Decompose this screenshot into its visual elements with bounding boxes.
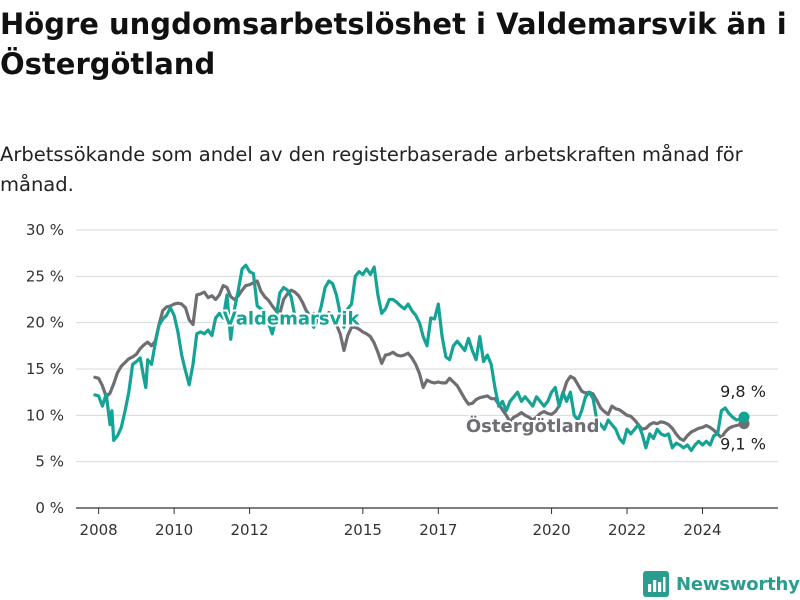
- x-tick-label: 2024: [683, 521, 721, 539]
- x-tick-label: 2012: [231, 521, 269, 539]
- bar-chart-icon: [643, 571, 669, 597]
- x-tick-label: 2015: [344, 521, 382, 539]
- end-value-label: 9,8 %: [720, 382, 766, 401]
- y-tick-label: 5 %: [35, 453, 64, 471]
- y-tick-label: 10 %: [26, 406, 64, 424]
- x-tick-label: 2008: [80, 521, 118, 539]
- series-lines: [93, 263, 750, 453]
- y-tick-label: 25 %: [26, 267, 64, 285]
- y-tick-label: 0 %: [35, 499, 64, 517]
- x-axis: 2008 2010 2012 2015 2017 2020 2022 2024: [80, 508, 722, 539]
- chart-subtitle: Arbetssökande som andel av den registerb…: [0, 143, 743, 196]
- chart-title: Högre ungdomsarbetslöshet i Valdemarsvik…: [0, 7, 787, 81]
- series-end-point: [738, 411, 750, 423]
- series-label-valdemarsvik: Valdemarsvik: [223, 309, 361, 330]
- gridlines: [76, 229, 778, 509]
- y-tick-label: 15 %: [26, 360, 64, 378]
- x-tick-label: 2022: [608, 521, 646, 539]
- x-tick-label: 2017: [419, 521, 457, 539]
- end-value-label: 9,1 %: [720, 435, 766, 454]
- series-line-östergötland: [93, 279, 746, 442]
- x-tick-label: 2010: [155, 521, 193, 539]
- series-label-östergötland: Östergötland: [466, 415, 600, 437]
- line-chart: 0 %5 %10 %15 %20 %25 %30 % 2008 2010 2012 2…: [26, 221, 778, 539]
- newsworthy-logo: Newsworthy: [643, 568, 800, 600]
- x-tick-label: 2020: [532, 521, 570, 539]
- brand-name: Newsworthy: [676, 573, 800, 595]
- y-axis: 0 % 5 % 10 % 15 % 20 % 25 % 30 %: [26, 221, 64, 517]
- series-labels: Östergötland 9,1 % Valdemarsvik 9,8 %: [221, 307, 768, 456]
- y-tick-label: 20 %: [26, 314, 64, 332]
- series-line-valdemarsvik: [93, 263, 746, 453]
- y-tick-label: 30 %: [26, 221, 64, 239]
